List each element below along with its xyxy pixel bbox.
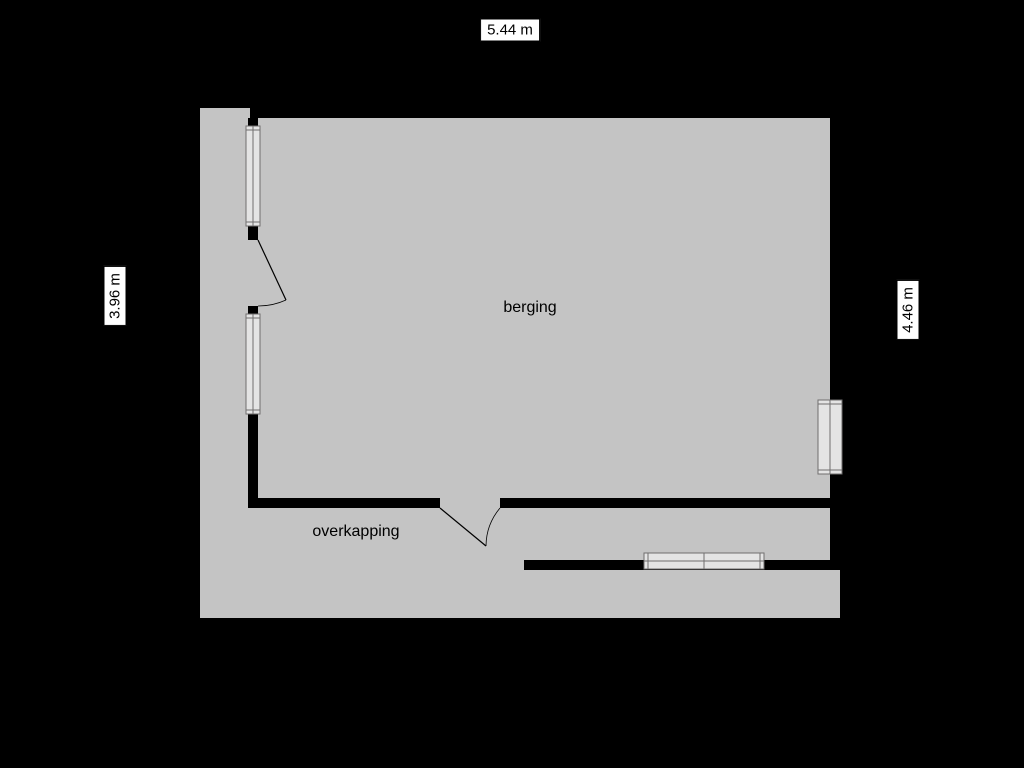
left-window-lower [246, 314, 260, 414]
dim-top: 5.44 m [480, 19, 540, 42]
floorplan-stage: berging overkapping 5.44 m 3.96 m 4.46 m [0, 0, 1024, 768]
left-window-upper [246, 126, 260, 226]
dim-left: 3.96 m [104, 266, 127, 326]
left-pillar [200, 108, 250, 618]
inner-wall-h [248, 498, 840, 508]
wall-top [250, 108, 840, 118]
bottom-door-opening [440, 498, 500, 508]
room-label-berging: berging [503, 299, 556, 316]
left-door-opening [248, 240, 258, 306]
room-label-overkapping: overkapping [312, 523, 399, 540]
slab [200, 108, 840, 618]
bottom-window [644, 553, 764, 569]
dim-right: 4.46 m [897, 280, 920, 340]
right-window [818, 400, 842, 474]
floorplan-svg: berging overkapping [0, 0, 1024, 768]
